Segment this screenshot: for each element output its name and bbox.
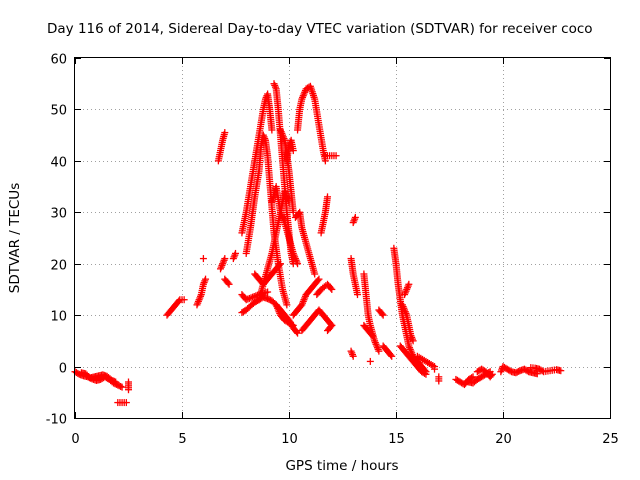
y-tick-label: 50	[50, 104, 67, 119]
grid	[75, 58, 610, 418]
data-point	[289, 147, 297, 155]
data-point	[289, 208, 297, 216]
data-point	[199, 255, 207, 263]
data-point	[332, 152, 340, 160]
data-point	[112, 378, 120, 386]
y-tick-label: 0	[59, 362, 67, 377]
y-tick-label: 10	[50, 310, 67, 325]
data-point	[314, 276, 322, 284]
data-point	[125, 386, 132, 394]
data-point	[294, 329, 302, 337]
data-point	[221, 129, 229, 137]
data-point	[349, 352, 357, 360]
data-point	[289, 260, 297, 268]
data-point	[387, 351, 395, 359]
data-point	[292, 328, 300, 336]
data-point	[379, 311, 387, 319]
data-point	[324, 193, 332, 201]
plot-frame	[74, 57, 611, 419]
data-point	[435, 377, 443, 385]
data-point	[221, 255, 229, 263]
data-point	[533, 370, 541, 378]
data-point	[224, 279, 232, 287]
data-point	[557, 367, 565, 375]
data-point	[264, 288, 272, 296]
data-point	[276, 260, 284, 268]
data-point	[122, 399, 130, 407]
y-tick-label: -10	[46, 413, 67, 428]
x-tick-label: 5	[178, 432, 186, 447]
x-tick-label: 0	[71, 432, 79, 447]
data-point	[225, 280, 233, 288]
data-point	[180, 296, 188, 304]
data-point	[110, 377, 118, 385]
data-point	[202, 275, 210, 283]
data-point	[421, 369, 429, 377]
data-point	[353, 291, 361, 299]
data-point	[351, 213, 359, 221]
data-point	[275, 261, 283, 269]
data-point	[327, 323, 335, 331]
data-point	[487, 372, 495, 380]
y-axis-title: SDTVAR / TECUs	[7, 183, 23, 293]
data-point	[469, 373, 477, 381]
data-point	[327, 284, 335, 292]
data-point	[118, 383, 126, 391]
x-axis-title: GPS time / hours	[285, 458, 398, 474]
y-tick-label: 20	[50, 259, 67, 274]
y-tick-label: 30	[50, 207, 67, 222]
x-tick-label: 10	[281, 432, 298, 447]
data-point	[409, 337, 417, 345]
data-points	[71, 80, 565, 407]
y-tick-label: 60	[50, 53, 67, 68]
data-point	[328, 285, 336, 293]
data-point	[311, 270, 319, 278]
data-point	[422, 370, 430, 378]
data-point	[488, 370, 496, 378]
x-tick-label: 15	[388, 432, 405, 447]
chart-title: Day 116 of 2014, Sidereal Day-to-day VTE…	[47, 21, 593, 37]
data-point	[375, 347, 383, 355]
data-point	[366, 357, 374, 365]
data-point	[378, 310, 386, 318]
data-point	[288, 321, 296, 329]
data-point	[328, 321, 336, 329]
data-point	[315, 275, 323, 283]
y-tick-label: 40	[50, 156, 67, 171]
data-point	[388, 352, 396, 360]
x-tick-label: 25	[602, 432, 619, 447]
data-point	[405, 280, 413, 288]
x-tick-label: 20	[495, 432, 512, 447]
data-point	[232, 249, 239, 257]
data-point	[367, 330, 375, 338]
data-point	[289, 321, 297, 329]
data-point	[283, 301, 291, 309]
data-point	[368, 332, 376, 340]
ticks: 0 5 10 15 20 25 -10 0 10 20 30 40 50 60	[46, 53, 619, 448]
data-point	[431, 365, 439, 373]
data-point	[268, 126, 276, 134]
data-point	[175, 297, 183, 305]
data-point	[117, 382, 125, 390]
